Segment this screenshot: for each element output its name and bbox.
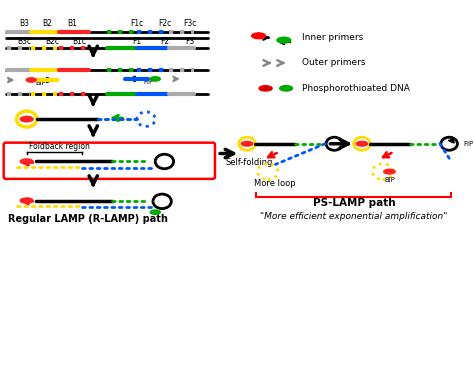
- Ellipse shape: [20, 198, 33, 203]
- Text: F1c: F1c: [130, 19, 144, 28]
- Text: B3c: B3c: [17, 38, 31, 46]
- Ellipse shape: [356, 141, 368, 146]
- Text: Self-folding: Self-folding: [226, 158, 273, 167]
- Text: F2c: F2c: [158, 19, 171, 28]
- Text: BIP: BIP: [384, 177, 395, 184]
- Text: B2: B2: [42, 19, 52, 28]
- Ellipse shape: [277, 37, 291, 43]
- Text: Outer primers: Outer primers: [302, 58, 366, 68]
- Text: More loop: More loop: [254, 179, 295, 188]
- Text: Foldback region: Foldback region: [29, 142, 90, 151]
- Text: FIP: FIP: [143, 79, 154, 85]
- Ellipse shape: [280, 86, 292, 91]
- Text: BIP: BIP: [35, 80, 46, 86]
- Ellipse shape: [20, 116, 33, 122]
- Text: B1: B1: [68, 19, 78, 28]
- Text: B1c: B1c: [73, 38, 86, 46]
- Text: Regular LAMP (R-LAMP) path: Regular LAMP (R-LAMP) path: [8, 214, 168, 224]
- Text: Inner primers: Inner primers: [302, 33, 364, 42]
- Text: "More efficient exponential amplification": "More efficient exponential amplificatio…: [260, 212, 447, 221]
- Text: B3: B3: [19, 19, 29, 28]
- Text: F2: F2: [160, 38, 169, 46]
- Text: F1: F1: [132, 38, 141, 46]
- Ellipse shape: [384, 169, 395, 174]
- Ellipse shape: [241, 141, 253, 146]
- Ellipse shape: [20, 159, 33, 164]
- FancyBboxPatch shape: [4, 143, 215, 179]
- Text: FIP: FIP: [463, 141, 473, 147]
- Ellipse shape: [252, 33, 265, 39]
- Ellipse shape: [26, 78, 36, 82]
- Text: Phosphorothioated DNA: Phosphorothioated DNA: [302, 84, 410, 93]
- Ellipse shape: [150, 210, 160, 214]
- Text: PS-LAMP path: PS-LAMP path: [312, 198, 395, 208]
- Ellipse shape: [150, 77, 160, 81]
- Ellipse shape: [259, 86, 272, 91]
- Text: B2c: B2c: [45, 38, 59, 46]
- Text: F3: F3: [185, 38, 194, 46]
- Text: F3c: F3c: [183, 19, 196, 28]
